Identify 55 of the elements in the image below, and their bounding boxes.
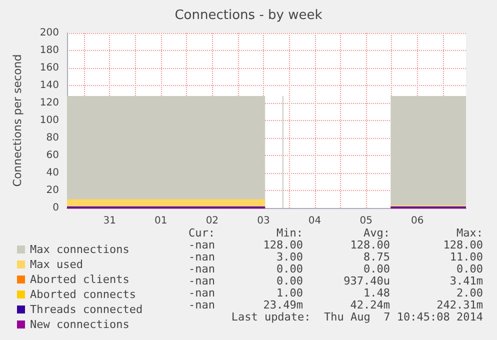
text: 1.00 [276, 286, 303, 300]
text: 937.40u [344, 274, 390, 288]
y-tick-label: 140 [40, 80, 59, 91]
text: 0.00 [276, 262, 303, 276]
text: 23.49m [263, 298, 304, 312]
text: -nan [188, 262, 215, 276]
y-axis-title: Connections per second [11, 54, 24, 187]
text: 42.24m [350, 298, 390, 312]
legend-label: Max connections [30, 243, 130, 256]
y-tick-label: 160 [40, 62, 59, 74]
text: 128.00 [263, 238, 303, 252]
text: -nan [188, 274, 215, 288]
text: 11.00 [450, 250, 483, 264]
text: 128.00 [350, 238, 390, 252]
legend-label: Max used [30, 258, 83, 271]
y-tick-label: 80 [46, 132, 59, 144]
x-tick-label: 04 [308, 216, 322, 226]
text: 242.31m [436, 298, 484, 312]
text: 1.48 [364, 286, 390, 300]
legend-label: Aborted connects [30, 288, 136, 301]
text: 0.00 [456, 262, 483, 276]
y-tick-label: 20 [46, 185, 59, 196]
text: Max: [456, 226, 483, 240]
y-tick-label: 100 [40, 115, 59, 126]
y-tick-label: 200 [40, 28, 59, 38]
x-tick-label: 02 [206, 216, 219, 226]
text: 0.00 [276, 274, 303, 288]
text: -nan [188, 238, 215, 252]
y-tick-label: 180 [40, 45, 59, 56]
x-tick-label: 03 [257, 216, 270, 226]
text: 0.00 [364, 262, 390, 276]
text: -nan [188, 286, 215, 300]
text: Min: [276, 226, 303, 240]
text: 3.00 [276, 250, 303, 264]
legend-label: New connections [30, 318, 130, 331]
text: Cur: [188, 226, 215, 240]
y-tick-label: 60 [46, 150, 59, 161]
x-tick-label: 06 [411, 216, 424, 226]
text: 2.00 [456, 286, 483, 300]
y-tick-label: 120 [40, 98, 59, 108]
text: -nan [188, 298, 215, 312]
y-tick-label: 40 [46, 168, 59, 178]
x-tick-label: 31 [103, 216, 116, 226]
x-tick-label: 01 [154, 216, 168, 226]
text: Avg: [364, 226, 390, 240]
x-tick-label: 05 [360, 216, 372, 226]
legend-label: Threads connected [30, 303, 143, 316]
y-tick-label: 0 [52, 202, 59, 214]
text: 3.41m [450, 274, 484, 288]
text: Last update: Thu Aug 7 10:45:08 2014 [231, 310, 484, 324]
text: 8.75 [364, 250, 390, 264]
legend-label: Aborted clients [30, 273, 130, 286]
text: 128.00 [443, 238, 483, 252]
text: -nan [188, 250, 215, 264]
chart-title: Connections - by week [174, 8, 323, 23]
